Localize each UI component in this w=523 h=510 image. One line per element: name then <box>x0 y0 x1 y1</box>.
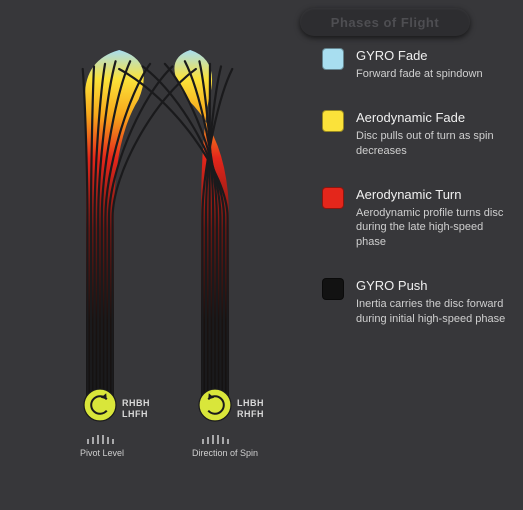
legend-text: GYRO Push Inertia carries the disc forwa… <box>356 278 511 327</box>
legend-text: GYRO Fade Forward fade at spindown <box>356 48 511 82</box>
legend-text: Aerodynamic Turn Aerodynamic profile tur… <box>356 187 511 251</box>
legend-item: GYRO Fade Forward fade at spindown <box>322 48 507 82</box>
page: Phases of Flight RHBH LHFH LHBH RHFH Piv… <box>0 0 523 510</box>
left-spinner-labels: RHBH LHFH <box>122 398 150 420</box>
legend-item: Aerodynamic Fade Disc pulls out of turn … <box>322 110 507 159</box>
legend-swatch-fade <box>322 48 344 70</box>
label-rhbh: RHBH <box>122 398 150 409</box>
legend-swatch-push <box>322 278 344 300</box>
pivot-caption-left: Pivot Level <box>72 448 132 458</box>
legend: GYRO Fade Forward fade at spindown Aerod… <box>322 48 507 355</box>
legend-text: Aerodynamic Fade Disc pulls out of turn … <box>356 110 511 159</box>
legend-desc: Forward fade at spindown <box>356 67 511 82</box>
label-lhfh: LHFH <box>122 409 150 420</box>
spinner-disc <box>84 389 116 421</box>
legend-desc: Inertia carries the disc forward during … <box>356 297 511 327</box>
title-text: Phases of Flight <box>331 15 439 30</box>
legend-title: Aerodynamic Fade <box>356 110 511 125</box>
flight-diagram <box>0 0 310 500</box>
legend-swatch-aerofade <box>322 110 344 132</box>
label-rhfh: RHFH <box>237 409 264 420</box>
legend-desc: Disc pulls out of turn as spin decreases <box>356 129 511 159</box>
right-spinner-labels: LHBH RHFH <box>237 398 264 420</box>
spinner-disc <box>199 389 231 421</box>
legend-title: Aerodynamic Turn <box>356 187 511 202</box>
legend-item: GYRO Push Inertia carries the disc forwa… <box>322 278 507 327</box>
legend-title: GYRO Fade <box>356 48 511 63</box>
legend-swatch-aeroturn <box>322 187 344 209</box>
flight-svg <box>0 0 310 500</box>
legend-title: GYRO Push <box>356 278 511 293</box>
pivot-caption-right: Direction of Spin <box>190 448 260 458</box>
title-badge: Phases of Flight <box>300 8 470 36</box>
label-lhbh: LHBH <box>237 398 264 409</box>
legend-item: Aerodynamic Turn Aerodynamic profile tur… <box>322 187 507 251</box>
legend-desc: Aerodynamic profile turns disc during th… <box>356 206 511 251</box>
